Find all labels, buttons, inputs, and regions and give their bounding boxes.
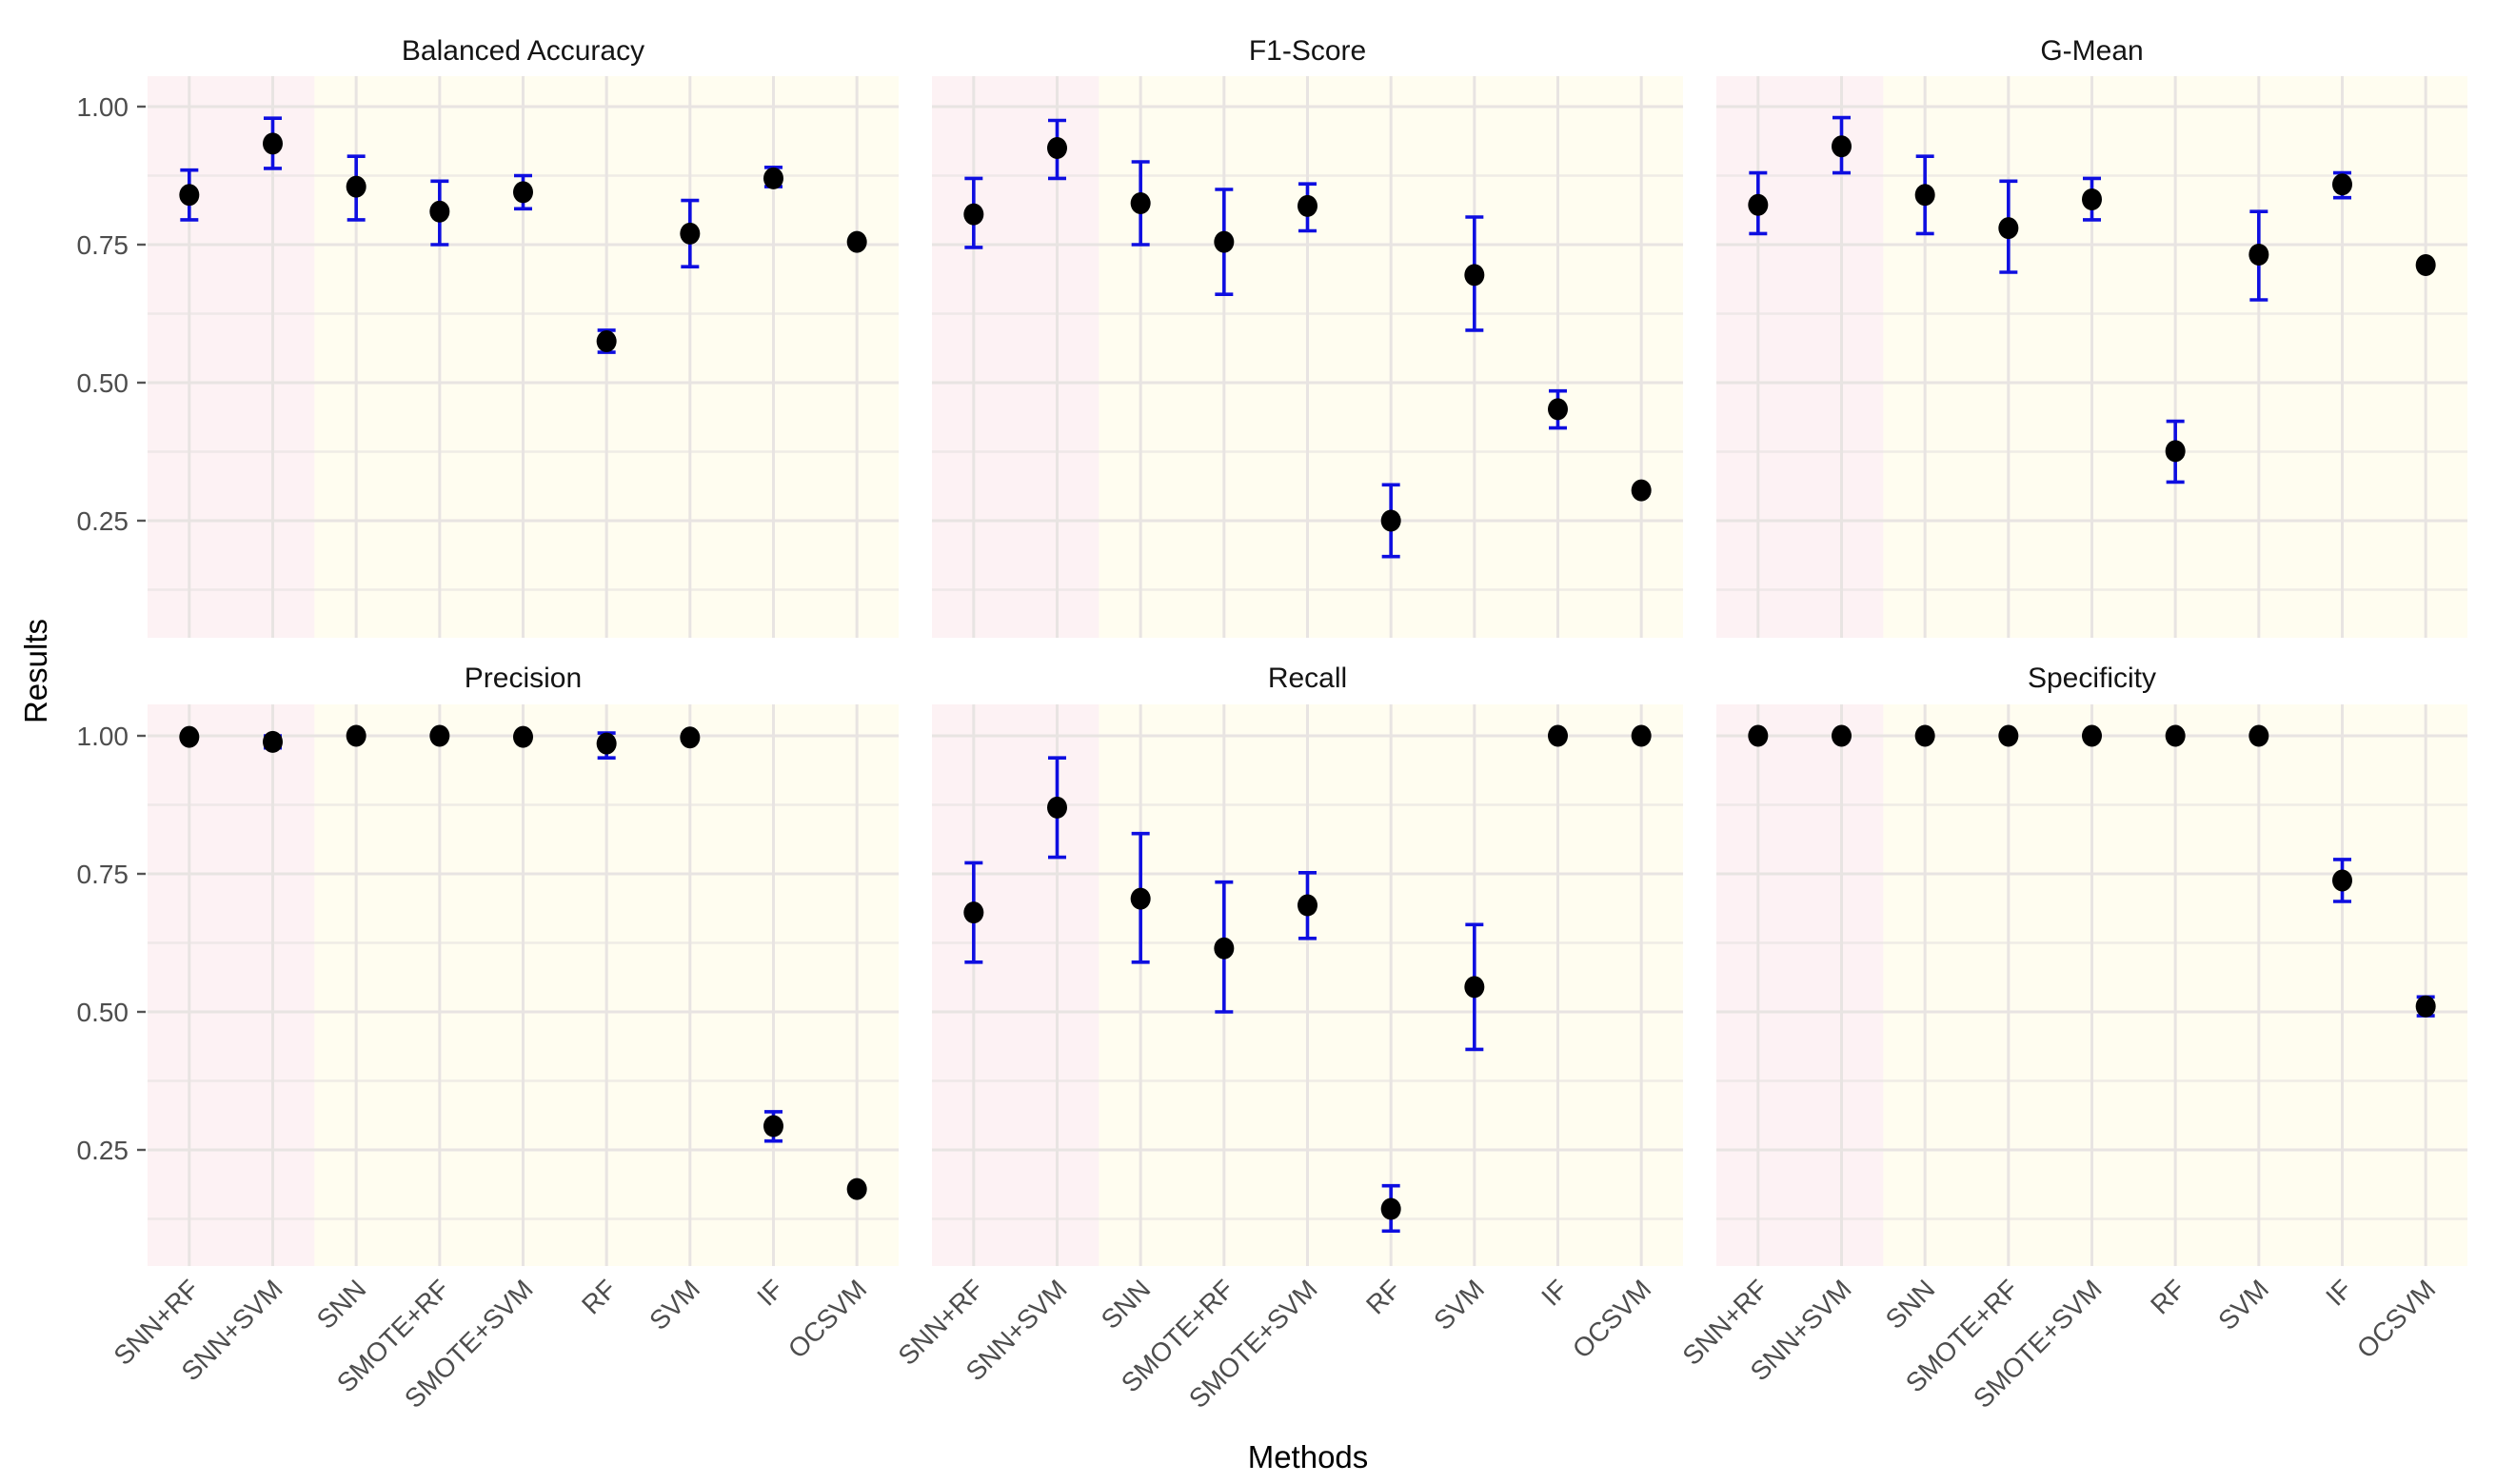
x-tick-label: SNN <box>1880 1274 1941 1335</box>
y-tick-label: 0.50 <box>77 368 129 398</box>
panel-title: Balanced Accuracy <box>402 35 644 67</box>
panel-band-highlight <box>1716 76 1884 638</box>
data-point <box>596 732 617 755</box>
data-point <box>2415 995 2436 1018</box>
x-tick-label: RF <box>576 1274 622 1319</box>
panel-band-highlight <box>932 704 1099 1266</box>
x-tick-label: RF <box>2145 1274 2190 1319</box>
data-point <box>1464 976 1485 999</box>
data-point <box>1130 887 1151 910</box>
data-point <box>1548 724 1568 747</box>
x-tick-label: OCSVM <box>1567 1274 1657 1364</box>
data-point <box>2332 869 2352 892</box>
data-point <box>1298 194 1317 217</box>
data-point <box>429 724 450 747</box>
data-point <box>1047 796 1067 819</box>
data-point <box>1832 135 1852 158</box>
data-point <box>1998 724 2019 747</box>
panel-title: Recall <box>1268 663 1347 694</box>
data-point <box>1748 724 1769 747</box>
panel-title: F1-Score <box>1249 35 1366 67</box>
data-point <box>680 222 701 245</box>
x-tick-label: RF <box>1360 1274 1406 1319</box>
data-point <box>963 203 984 226</box>
data-point <box>179 184 200 207</box>
data-point <box>179 725 200 748</box>
data-point <box>1380 1197 1401 1220</box>
x-tick-label: SVM <box>2212 1274 2274 1336</box>
data-point <box>1464 264 1485 287</box>
data-point <box>429 200 450 223</box>
data-point <box>1214 937 1235 960</box>
data-point <box>680 726 701 749</box>
data-point <box>2165 724 2186 747</box>
data-point <box>513 725 533 748</box>
data-point <box>2082 188 2102 210</box>
panel-band-highlight <box>1716 704 1884 1266</box>
x-tick-label: SNN <box>311 1274 372 1335</box>
y-tick-label: 0.75 <box>77 230 129 260</box>
data-point <box>1214 230 1235 253</box>
panel-title: Precision <box>465 663 582 694</box>
x-tick-label: IF <box>751 1274 789 1312</box>
x-tick-label: SVM <box>1428 1274 1490 1336</box>
x-axis-title: Methods <box>1247 1439 1369 1474</box>
data-point <box>1548 398 1568 421</box>
y-tick-label: 0.25 <box>77 1136 129 1165</box>
data-point <box>2415 253 2436 276</box>
data-point <box>346 724 366 747</box>
x-tick-label: IF <box>1535 1274 1574 1312</box>
x-tick-label: SVM <box>644 1274 705 1336</box>
data-point <box>1914 724 1935 747</box>
data-point <box>846 1177 867 1200</box>
x-tick-label: SNN <box>1096 1274 1157 1335</box>
x-tick-label: OCSVM <box>782 1274 873 1364</box>
data-point <box>596 330 617 352</box>
data-point <box>1298 894 1317 917</box>
data-point <box>763 1115 783 1138</box>
data-point <box>1380 509 1401 532</box>
data-point <box>2248 724 2269 747</box>
data-point <box>1748 193 1769 216</box>
data-point <box>263 730 283 753</box>
data-point <box>763 167 783 189</box>
data-point <box>2248 243 2269 266</box>
y-tick-label: 0.75 <box>77 860 129 889</box>
data-point <box>1047 137 1067 159</box>
y-tick-label: 0.50 <box>77 998 129 1027</box>
x-tick-label: IF <box>2320 1274 2358 1312</box>
panel-band-highlight <box>148 704 315 1266</box>
panel-band-highlight <box>148 76 315 638</box>
data-point <box>2165 440 2186 463</box>
data-point <box>1914 184 1935 207</box>
data-point <box>1130 192 1151 214</box>
data-point <box>963 901 984 924</box>
data-point <box>846 230 867 253</box>
panel-band-highlight <box>932 76 1099 638</box>
panel-title: G-Mean <box>2040 35 2143 67</box>
data-point <box>1998 217 2019 240</box>
y-tick-label: 1.00 <box>77 722 129 751</box>
panel-title: Specificity <box>2028 663 2156 694</box>
data-point <box>346 175 366 198</box>
data-point <box>1631 724 1652 747</box>
x-tick-label: OCSVM <box>2351 1274 2442 1364</box>
data-point <box>2332 173 2352 196</box>
data-point <box>2082 724 2102 747</box>
y-axis-title: Results <box>18 618 53 724</box>
data-point <box>263 132 283 155</box>
data-point <box>1832 724 1852 747</box>
data-point <box>513 181 533 204</box>
y-tick-label: 0.25 <box>77 506 129 536</box>
y-tick-label: 1.00 <box>77 92 129 122</box>
data-point <box>1631 479 1652 502</box>
